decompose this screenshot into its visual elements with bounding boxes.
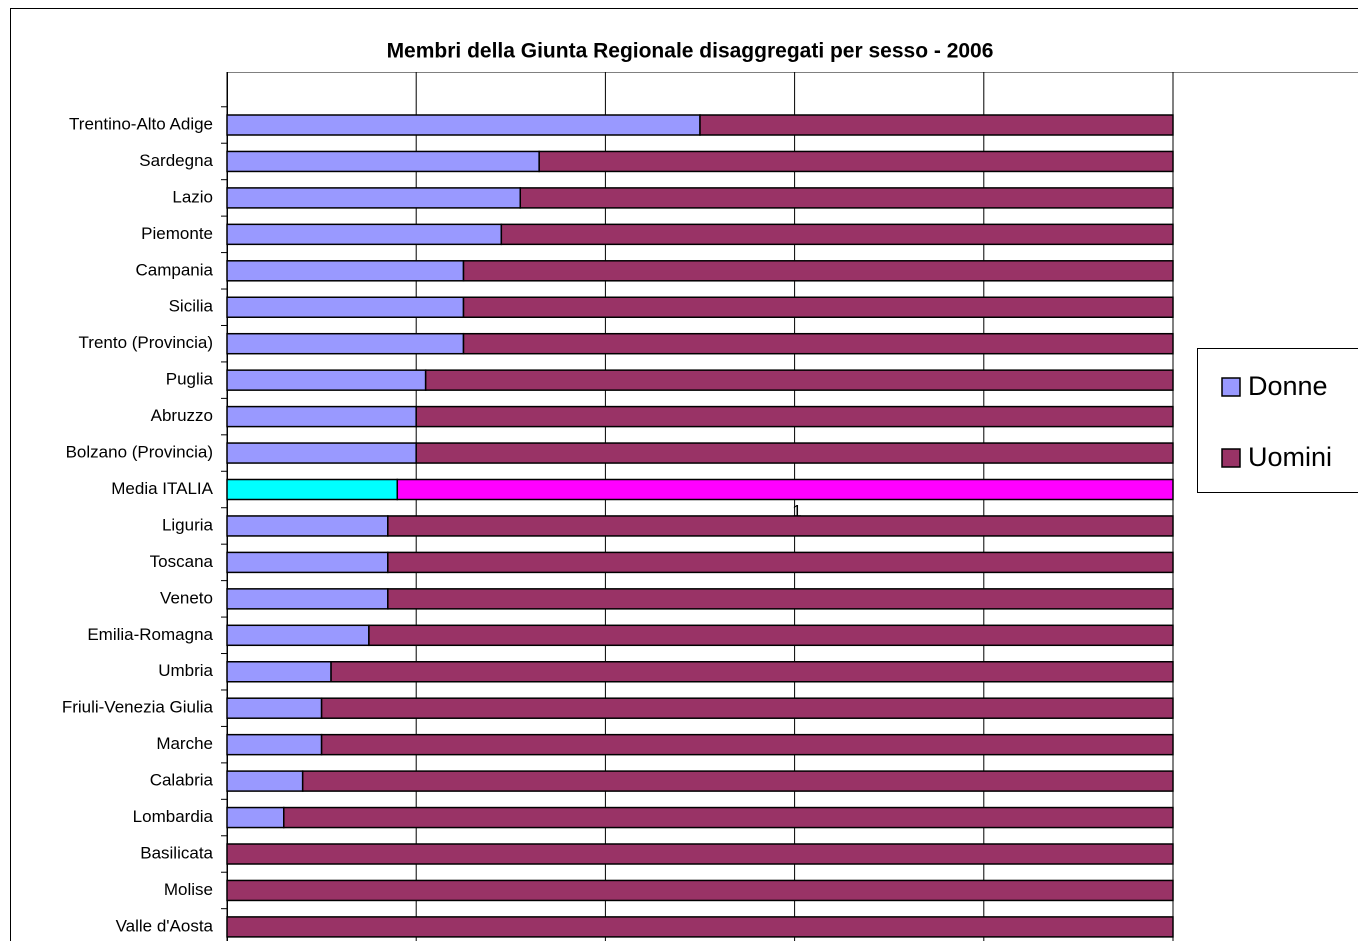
bar-segment (539, 151, 1173, 171)
bar-segment (397, 480, 1173, 500)
bar-segment (464, 261, 1174, 281)
chart-border (11, 9, 1358, 942)
bar-segment (227, 188, 520, 208)
y-tick-label: Emilia-Romagna (87, 625, 213, 644)
y-tick-label: Liguria (162, 515, 214, 534)
y-tick-label: Valle d'Aosta (116, 916, 214, 935)
y-tick-label: Trento (Provincia) (79, 333, 213, 352)
bar-segment (227, 880, 1173, 900)
y-tick-label: Puglia (166, 370, 214, 389)
y-tick-label: Lazio (172, 187, 213, 206)
y-tick-label: Sardegna (139, 151, 213, 170)
bar-segment (501, 224, 1173, 244)
bar-segment (227, 516, 388, 536)
bar-segment (303, 771, 1173, 791)
bar-segment (426, 370, 1173, 390)
bar-segment (227, 334, 464, 354)
y-tick-label: Marche (156, 734, 213, 753)
y-tick-label: Molise (164, 880, 213, 899)
y-tick-label: Piemonte (141, 224, 213, 243)
bar-segment (464, 297, 1174, 317)
bar-segment (700, 115, 1173, 135)
chart-title: Membri della Giunta Regionale disaggrega… (387, 40, 994, 63)
bar-segment (227, 297, 464, 317)
bar-segment (520, 188, 1173, 208)
y-tick-label: Umbria (158, 661, 213, 680)
bar-segment (331, 662, 1173, 682)
bar-segment (388, 552, 1173, 572)
y-tick-label: Bolzano (Provincia) (66, 443, 213, 462)
bar-segment (227, 115, 700, 135)
bar-segment (322, 735, 1173, 755)
annotation: 1 (792, 501, 801, 520)
bar-segment (322, 698, 1173, 718)
bar-segment (388, 516, 1173, 536)
y-tick-label: Toscana (150, 552, 214, 571)
y-tick-label: Veneto (160, 588, 213, 607)
y-tick-label: Sicilia (169, 297, 214, 316)
y-tick-label: Abruzzo (151, 406, 213, 425)
bar-segment (464, 334, 1174, 354)
y-tick-label: Friuli-Venezia Giulia (62, 698, 214, 717)
bar-segment (227, 151, 539, 171)
bar-segment (416, 443, 1173, 463)
bar-segment (416, 407, 1173, 427)
bar-segment (227, 370, 426, 390)
bar-segment (227, 224, 501, 244)
bar-segment (388, 589, 1173, 609)
y-tick-label: Campania (136, 260, 214, 279)
legend-label: Uomini (1248, 442, 1332, 472)
bar-segment (227, 917, 1173, 937)
y-tick-label: Media ITALIA (111, 479, 213, 498)
bar-segment (227, 552, 388, 572)
legend-swatch (1222, 378, 1240, 396)
y-tick-label: Basilicata (140, 843, 213, 862)
y-tick-label: Trentino-Alto Adige (69, 114, 213, 133)
bar-segment (369, 625, 1173, 645)
bar-segment (227, 443, 416, 463)
bar-segment (284, 808, 1173, 828)
legend-label: Donne (1248, 371, 1328, 401)
bar-segment (227, 625, 369, 645)
bar-segment (227, 261, 464, 281)
bar-segment (227, 662, 331, 682)
bar-segment (227, 480, 397, 500)
bar-segment (227, 407, 416, 427)
legend-swatch (1222, 449, 1240, 467)
bar-segment (227, 771, 303, 791)
bar-segment (227, 698, 322, 718)
bar-segment (227, 808, 284, 828)
y-tick-label: Lombardia (133, 807, 214, 826)
y-tick-label: Calabria (150, 771, 214, 790)
bar-segment (227, 589, 388, 609)
bar-segment (227, 844, 1173, 864)
bar-segment (227, 735, 322, 755)
